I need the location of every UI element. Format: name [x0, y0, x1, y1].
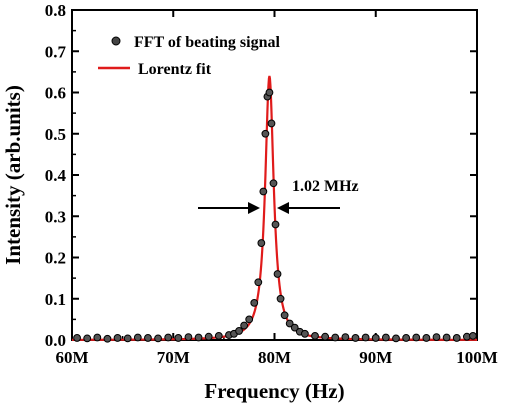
- fft-data-point: [273, 270, 282, 278]
- fft-data-point: [269, 179, 278, 188]
- y-tick-label: 0.3: [45, 207, 66, 226]
- fft-data-point: [245, 315, 254, 324]
- fft-data-point: [144, 334, 152, 342]
- y-tick-label: 0.2: [45, 249, 66, 268]
- fft-data-point: [164, 333, 173, 342]
- fft-data-point: [371, 334, 380, 342]
- legend-label-fft: FFT of beating signal: [134, 34, 281, 51]
- fft-data-point: [452, 334, 461, 342]
- y-axis-title: Intensity (arb.units): [1, 85, 25, 265]
- y-axis: 0.0 0.1 0.2 0.3 0.4 0.5 0.6 0.7 0.8: [45, 1, 477, 350]
- fft-data-point: [240, 321, 249, 330]
- fft-data-point: [103, 334, 112, 343]
- fft-data-point: [123, 334, 132, 343]
- fft-data-point: [154, 334, 162, 343]
- fft-data-point: [259, 187, 268, 196]
- fft-data-point: [300, 329, 309, 338]
- y-tick-label: 0.8: [45, 1, 66, 20]
- x-tick-label: 80M: [258, 348, 291, 367]
- fft-data-point: [73, 334, 81, 342]
- fft-data-point: [402, 334, 411, 342]
- fft-data-point: [412, 333, 421, 342]
- fft-data-point: [93, 333, 102, 342]
- fft-data-point: [133, 333, 142, 342]
- x-tick-label: 60M: [55, 348, 88, 367]
- legend: FFT of beating signal Lorentz fit: [98, 34, 281, 78]
- fft-data-point: [280, 311, 289, 320]
- y-tick-label: 0.5: [45, 125, 66, 144]
- x-axis: 60M 70M 80M 90M 100M: [55, 10, 498, 367]
- fft-data-point: [311, 331, 319, 340]
- legend-scatter-marker: [111, 36, 121, 46]
- fft-data-point: [285, 319, 294, 328]
- fft-data-point: [392, 334, 400, 343]
- fft-data-point: [351, 334, 360, 342]
- lorentz-fit-line: [72, 75, 477, 341]
- fft-data-point: [184, 333, 193, 342]
- fft-data-point: [214, 331, 223, 340]
- x-tick-label: 90M: [359, 348, 392, 367]
- x-tick-label: 100M: [456, 348, 498, 367]
- fft-data-point: [276, 294, 285, 303]
- y-tick-label: 0.7: [45, 42, 67, 61]
- fwhm-arrow-right-head: [277, 202, 289, 214]
- y-tick-label: 0.0: [45, 331, 66, 350]
- y-tick-label: 0.1: [45, 290, 66, 309]
- fft-data-point: [235, 327, 243, 335]
- fwhm-annotation: 1.02 MHz: [198, 178, 359, 214]
- fft-data-point: [257, 239, 266, 247]
- fft-data-point: [469, 331, 477, 340]
- fft-data-point: [267, 119, 276, 128]
- fwhm-arrow-left-head: [248, 202, 260, 214]
- plot-area: 60M 70M 80M 90M 100M 0.00.10.20.30.40.50.60.…: [45, 1, 498, 367]
- fft-data-point: [194, 333, 203, 342]
- fft-data-point: [261, 129, 270, 138]
- fft-data-point: [331, 333, 340, 342]
- fft-data-point: [341, 333, 350, 342]
- fft-data-point: [381, 333, 390, 342]
- fft-data-point: [442, 333, 451, 342]
- fft-data-point: [265, 88, 274, 97]
- fft-data-point: [174, 334, 183, 342]
- fft-data-point: [271, 220, 280, 229]
- fft-data-point: [250, 298, 259, 307]
- fwhm-label: 1.02 MHz: [292, 178, 359, 195]
- fft-data-point: [83, 334, 92, 343]
- lorentz-fit-series: [72, 75, 477, 341]
- fft-data-point: [254, 278, 263, 287]
- fft-data-point: [321, 332, 330, 341]
- fft-scatter-series: [73, 88, 477, 343]
- fft-data-point: [204, 332, 213, 341]
- fft-data-point: [290, 323, 299, 332]
- fft-data-point: [422, 334, 431, 342]
- y-tick-label: 0.6: [45, 84, 66, 103]
- legend-label-lorentz: Lorentz fit: [138, 61, 212, 78]
- fft-data-point: [361, 333, 370, 342]
- x-tick-label: 70M: [157, 348, 190, 367]
- y-tick-label: 0.4: [45, 166, 67, 185]
- x-axis-title: Frequency (Hz): [204, 379, 344, 403]
- fft-data-point: [113, 334, 122, 342]
- fft-data-point: [432, 333, 441, 342]
